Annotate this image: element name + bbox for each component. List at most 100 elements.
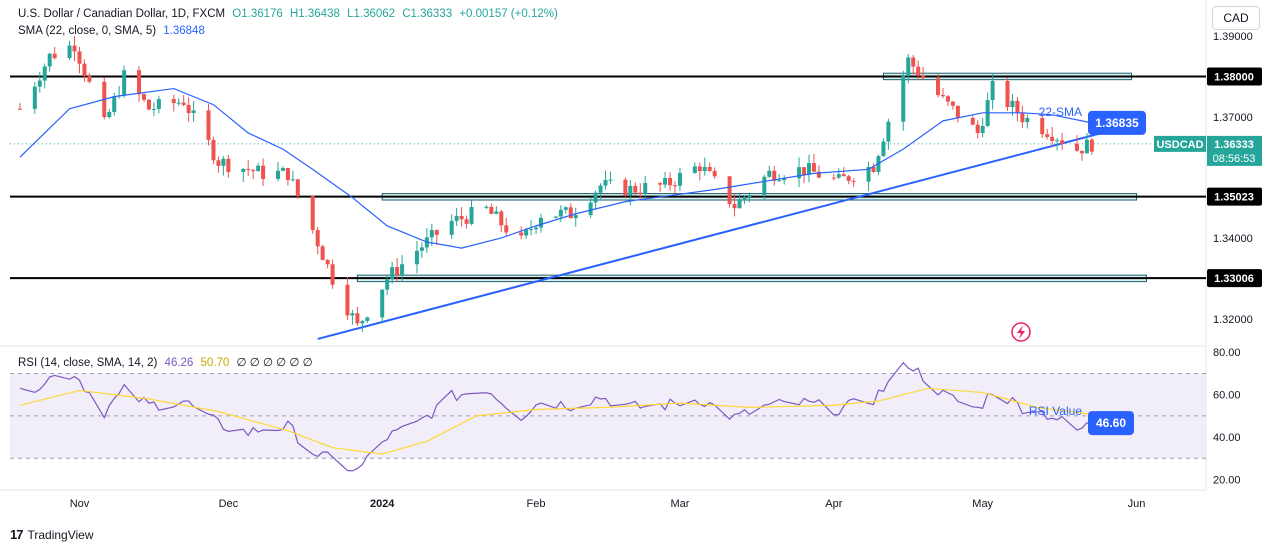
candle-body bbox=[345, 284, 350, 316]
candle-body bbox=[82, 63, 87, 77]
horizontal-levels bbox=[10, 75, 1206, 280]
sma-callout-label: 22-SMA bbox=[1039, 105, 1082, 119]
candle-body bbox=[290, 179, 295, 181]
rsi-ma-line bbox=[19, 387, 1092, 455]
candle-body bbox=[990, 81, 995, 101]
candle-body bbox=[464, 219, 469, 224]
candle-body bbox=[285, 168, 290, 181]
candle-body bbox=[499, 211, 504, 226]
price-level-box-label: 1.35023 bbox=[1214, 192, 1254, 204]
candle-body bbox=[107, 112, 112, 118]
candle-body bbox=[816, 171, 821, 178]
candle-body bbox=[677, 172, 682, 186]
price-level-box-label: 1.33006 bbox=[1214, 273, 1254, 285]
sma-callout-box bbox=[1088, 110, 1146, 135]
candle-body bbox=[633, 185, 638, 193]
candle-body bbox=[658, 183, 663, 185]
time-tick-label: Feb bbox=[527, 498, 546, 510]
last-price-box bbox=[1207, 135, 1262, 166]
time-tick-label: Jun bbox=[1128, 498, 1146, 510]
currency-label: CAD bbox=[1223, 11, 1249, 25]
branding-text: TradingView bbox=[27, 527, 94, 542]
candle-body bbox=[921, 75, 926, 79]
candle-body bbox=[419, 247, 424, 251]
candle-body bbox=[692, 166, 697, 173]
candle-body bbox=[251, 170, 256, 172]
candles bbox=[17, 36, 1094, 333]
candle-body bbox=[330, 264, 335, 285]
candle-body bbox=[47, 53, 52, 67]
candle-body bbox=[568, 207, 573, 219]
time-tick-label: Nov bbox=[70, 498, 90, 510]
currency-selector[interactable]: CAD bbox=[1212, 6, 1260, 30]
candle-body bbox=[747, 194, 752, 198]
candle-body bbox=[275, 170, 280, 179]
candle-body bbox=[519, 232, 524, 236]
candle-body bbox=[315, 230, 320, 247]
candle-body bbox=[67, 45, 72, 59]
candle-body bbox=[355, 313, 360, 324]
candle-body bbox=[886, 121, 891, 142]
candle-body bbox=[206, 110, 211, 140]
rsi-callout-label: RSI Value bbox=[1029, 404, 1082, 418]
candle-body bbox=[380, 289, 385, 318]
candle-body bbox=[1045, 134, 1050, 137]
price-level-box bbox=[1207, 67, 1262, 86]
ticker-tag bbox=[1154, 135, 1206, 152]
candle-body bbox=[112, 96, 117, 113]
candle-body bbox=[261, 165, 266, 179]
rsi-callout-box bbox=[1088, 411, 1134, 436]
candle-body bbox=[390, 267, 395, 280]
candle-body bbox=[573, 215, 578, 219]
open-value: O1.36176 bbox=[232, 8, 283, 20]
candle-body bbox=[955, 105, 960, 119]
candle-body bbox=[295, 179, 300, 197]
candle-body bbox=[975, 124, 980, 134]
candle-body bbox=[17, 108, 22, 110]
candle-body bbox=[32, 86, 37, 109]
candle-body bbox=[256, 165, 261, 172]
candle-body bbox=[459, 216, 464, 220]
candle-body bbox=[916, 66, 921, 76]
candle-body bbox=[151, 109, 156, 111]
candle-body bbox=[940, 94, 945, 97]
candle-body bbox=[911, 57, 916, 67]
tradingview-logo: 17 TradingView bbox=[10, 527, 94, 542]
candle-body bbox=[156, 99, 161, 110]
candle-body bbox=[806, 163, 811, 175]
candle-body bbox=[772, 170, 777, 181]
candle-body bbox=[42, 66, 47, 81]
candle-body bbox=[191, 110, 196, 114]
candle-body bbox=[414, 250, 419, 265]
candle-body bbox=[563, 207, 568, 210]
candle-body bbox=[524, 229, 529, 236]
candle-body bbox=[1055, 140, 1060, 142]
candle-body bbox=[211, 139, 216, 161]
rsi-ma-header-value: 50.70 bbox=[200, 357, 230, 369]
candle-body bbox=[1050, 136, 1055, 141]
candle-body bbox=[52, 53, 57, 59]
candle-body bbox=[831, 177, 836, 179]
candle-body bbox=[1060, 140, 1065, 144]
rsi-band bbox=[10, 373, 1206, 459]
last-price-value: 1.36333 bbox=[1214, 139, 1254, 151]
time-tick-label: 2024 bbox=[370, 498, 395, 510]
ascending-trendline bbox=[317, 132, 1103, 340]
candle-body bbox=[1084, 139, 1089, 154]
candle-body bbox=[400, 264, 405, 276]
candle-body bbox=[668, 178, 673, 186]
price-tick-label: 1.34000 bbox=[1213, 233, 1253, 245]
time-tick-label: Dec bbox=[219, 498, 239, 510]
candle-body bbox=[950, 101, 955, 106]
candle-body bbox=[72, 45, 77, 52]
sma-22-line bbox=[19, 87, 1092, 249]
candle-body bbox=[980, 125, 985, 134]
candle-body bbox=[697, 166, 702, 172]
candle-body bbox=[429, 230, 434, 238]
candle-body bbox=[395, 267, 400, 276]
candle-body bbox=[216, 160, 221, 166]
candle-body bbox=[588, 202, 593, 216]
